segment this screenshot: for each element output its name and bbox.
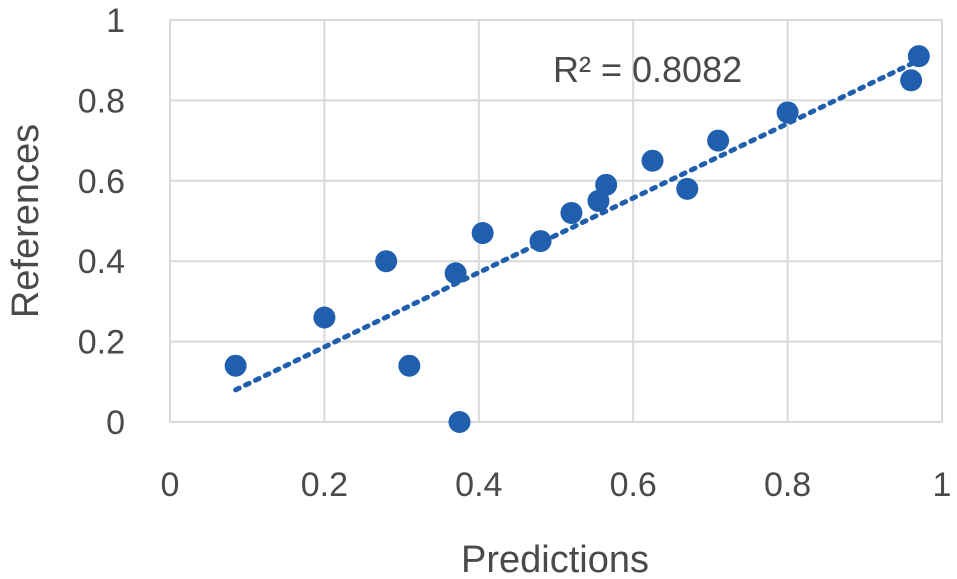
data-point bbox=[224, 354, 247, 377]
data-point bbox=[907, 45, 930, 68]
y-axis-title: References bbox=[5, 124, 47, 318]
data-point bbox=[398, 354, 421, 377]
data-point bbox=[444, 262, 467, 285]
data-points bbox=[224, 45, 930, 433]
grid-lines bbox=[169, 19, 943, 423]
data-point bbox=[448, 411, 471, 433]
y-tick-label: 0.6 bbox=[78, 163, 125, 201]
y-tick-label: 0 bbox=[106, 404, 125, 442]
r-squared-label: R² = 0.8082 bbox=[553, 49, 742, 90]
x-tick-label: 1 bbox=[933, 466, 952, 504]
data-point bbox=[776, 101, 799, 124]
data-point bbox=[707, 129, 730, 152]
trendline bbox=[233, 57, 922, 393]
y-axis-ticks: 0 0.2 0.4 0.6 0.8 1 bbox=[78, 2, 125, 442]
data-point bbox=[560, 201, 583, 224]
data-point bbox=[900, 69, 923, 92]
x-tick-label: 0 bbox=[161, 466, 180, 504]
x-tick-label: 0.8 bbox=[764, 466, 811, 504]
data-point bbox=[471, 222, 494, 245]
y-tick-label: 0.2 bbox=[78, 324, 125, 362]
x-tick-label: 0.4 bbox=[455, 466, 502, 504]
data-point bbox=[676, 177, 699, 200]
data-point bbox=[529, 230, 552, 253]
data-point bbox=[313, 306, 336, 329]
x-tick-label: 0.6 bbox=[610, 466, 657, 504]
data-point bbox=[375, 250, 398, 273]
data-point bbox=[641, 149, 664, 172]
y-tick-label: 0.8 bbox=[78, 82, 125, 120]
y-tick-label: 0.4 bbox=[78, 243, 125, 281]
x-axis-title: Predictions bbox=[461, 539, 649, 579]
x-tick-label: 0.2 bbox=[301, 466, 348, 504]
x-axis-ticks: 0 0.2 0.4 0.6 0.8 1 bbox=[161, 466, 952, 504]
data-point bbox=[595, 173, 618, 196]
y-tick-label: 1 bbox=[106, 2, 125, 40]
